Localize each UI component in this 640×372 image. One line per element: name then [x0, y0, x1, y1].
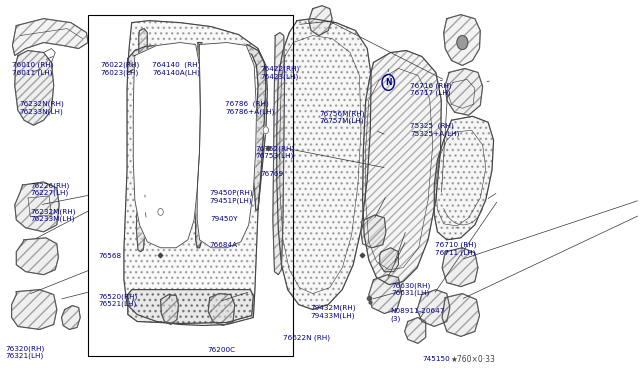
Polygon shape: [128, 290, 253, 324]
Polygon shape: [361, 215, 386, 248]
Polygon shape: [15, 182, 59, 232]
Text: 76232M(RH)
76233M(LH): 76232M(RH) 76233M(LH): [31, 208, 76, 222]
Polygon shape: [136, 29, 147, 252]
Circle shape: [457, 36, 468, 49]
Text: 76320(RH)
76321(LH): 76320(RH) 76321(LH): [6, 345, 45, 359]
Polygon shape: [244, 45, 266, 210]
Circle shape: [158, 208, 163, 215]
Polygon shape: [445, 68, 483, 115]
Polygon shape: [380, 248, 399, 272]
Polygon shape: [362, 51, 442, 285]
Text: 79432M(RH)
79433M(LH): 79432M(RH) 79433M(LH): [310, 305, 356, 318]
Polygon shape: [143, 57, 162, 242]
Text: 76756M(RH)
76757M(LH): 76756M(RH) 76757M(LH): [319, 110, 365, 124]
Polygon shape: [196, 42, 206, 248]
Text: N: N: [385, 78, 392, 87]
Polygon shape: [133, 42, 200, 248]
Polygon shape: [61, 305, 80, 330]
Polygon shape: [417, 290, 450, 327]
Polygon shape: [12, 290, 57, 330]
Polygon shape: [127, 45, 157, 73]
Text: 76769: 76769: [260, 171, 284, 177]
Polygon shape: [435, 116, 493, 240]
Text: N08911-20647
(3): N08911-20647 (3): [390, 308, 444, 322]
Polygon shape: [442, 248, 478, 286]
Polygon shape: [12, 19, 88, 55]
Text: 76022(RH)
76023(LH): 76022(RH) 76023(LH): [100, 62, 140, 76]
Polygon shape: [273, 33, 285, 275]
Text: ★760×0·33: ★760×0·33: [451, 355, 495, 364]
Text: 76226(RH)
76227(LH): 76226(RH) 76227(LH): [31, 182, 70, 196]
Text: 76200C: 76200C: [208, 347, 236, 353]
Text: N: N: [0, 371, 1, 372]
Text: 76752(RH)
76753(LH): 76752(RH) 76753(LH): [255, 145, 294, 159]
Text: 79450P(RH)
79451P(LH): 79450P(RH) 79451P(LH): [209, 190, 253, 204]
Text: 76010 (RH)
76011 (LH): 76010 (RH) 76011 (LH): [12, 62, 53, 76]
Polygon shape: [369, 275, 401, 314]
Text: 76232N(RH)
76233N(LH): 76232N(RH) 76233N(LH): [20, 101, 65, 115]
Text: 764140  (RH)
764140A(LH): 764140 (RH) 764140A(LH): [152, 62, 200, 76]
Bar: [88, 15, 293, 356]
Text: 76520(RH)
76521(LH): 76520(RH) 76521(LH): [98, 294, 137, 308]
Text: 76568: 76568: [98, 253, 121, 259]
Text: 76710 (RH)
76711 (LH): 76710 (RH) 76711 (LH): [435, 241, 476, 256]
Text: 76716 (RH)
76717 (LH): 76716 (RH) 76717 (LH): [410, 82, 451, 96]
Text: 76684A: 76684A: [209, 241, 237, 248]
Polygon shape: [16, 238, 58, 275]
Text: 76622N (RH): 76622N (RH): [283, 334, 330, 341]
Text: 76786  (RH)
76786+A(LH): 76786 (RH) 76786+A(LH): [225, 101, 275, 115]
Polygon shape: [442, 294, 479, 336]
Polygon shape: [444, 15, 480, 65]
Text: 75325  (RH)
75325+A(LH): 75325 (RH) 75325+A(LH): [410, 123, 460, 137]
Circle shape: [263, 127, 269, 134]
Polygon shape: [276, 19, 371, 310]
Polygon shape: [161, 295, 179, 324]
Polygon shape: [124, 20, 268, 325]
Polygon shape: [308, 6, 332, 36]
Text: 76422(RH)
76423(LH): 76422(RH) 76423(LH): [260, 65, 300, 80]
Polygon shape: [404, 318, 426, 343]
Text: 76630(RH)
76631(LH): 76630(RH) 76631(LH): [391, 282, 430, 296]
Polygon shape: [15, 51, 54, 125]
Polygon shape: [208, 294, 235, 326]
Text: 79450Y: 79450Y: [211, 216, 238, 222]
Polygon shape: [197, 42, 257, 248]
Text: 745150: 745150: [422, 356, 450, 362]
